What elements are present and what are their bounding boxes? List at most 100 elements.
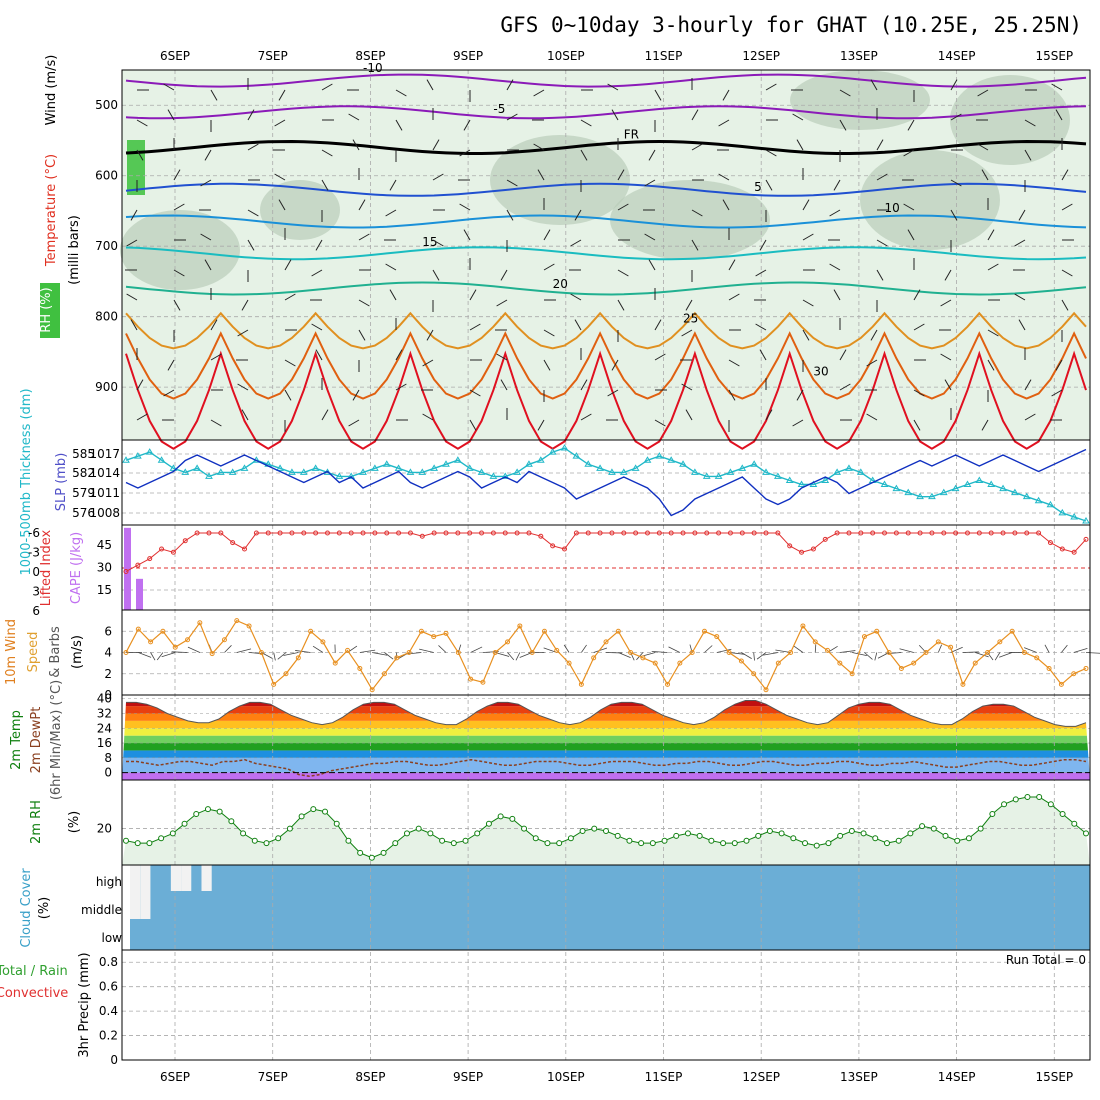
rh-marker (919, 823, 926, 830)
li-marker (870, 530, 876, 536)
wind-barb (459, 149, 471, 157)
day-label-bottom: 14SEP (938, 1070, 976, 1084)
wind-barb (173, 169, 181, 181)
rh-blob (260, 180, 340, 240)
rh-marker (204, 806, 211, 813)
thickness-marker (276, 464, 284, 471)
li-marker (502, 530, 508, 536)
day-label-bottom: 9SEP (453, 1070, 483, 1084)
li-marker (230, 540, 236, 546)
li-marker (633, 530, 639, 536)
panel-ylabel: (milli bars) (67, 215, 82, 285)
wind-barb (321, 179, 329, 191)
wind-barb (274, 173, 286, 181)
thickness-marker (797, 480, 806, 488)
wind-barb (352, 139, 360, 151)
wind-barb (618, 652, 631, 659)
thickness-marker (181, 468, 190, 475)
rh-marker (708, 837, 715, 844)
rh-marker (790, 835, 797, 842)
wind-barb (537, 169, 545, 181)
wind-barb (284, 259, 292, 271)
wind-barb (987, 359, 995, 371)
thickness-marker (205, 472, 213, 479)
wind-barb (156, 652, 164, 661)
wind-marker (1034, 655, 1040, 661)
wind-barb (543, 329, 555, 337)
thickness-marker (371, 464, 379, 471)
rh-marker (462, 837, 469, 844)
cloud-high-bar (181, 865, 192, 891)
isotherm-label: 30 (813, 364, 828, 378)
panel-ylabel: SLP (mb) (54, 453, 69, 512)
thickness-marker (122, 456, 130, 463)
rh-marker (333, 820, 340, 827)
wind-barb (580, 119, 592, 127)
wind-barb (200, 233, 212, 241)
wind-marker (775, 660, 781, 666)
wind-barb (962, 651, 979, 653)
wind-barb (126, 239, 138, 247)
day-label-top: 12SEP (742, 49, 780, 63)
li-marker (692, 530, 698, 536)
wind-marker (1009, 628, 1015, 634)
panel-ylabel: Lifted Index (39, 529, 54, 606)
wind-barb (685, 409, 693, 421)
wind-marker (529, 650, 535, 655)
wind-barb (385, 263, 397, 271)
cloud-tick: middle (81, 903, 122, 917)
wind-barb (136, 413, 148, 421)
wind-barb (352, 389, 360, 401)
wind-marker (234, 618, 240, 624)
wind-marker (455, 650, 461, 655)
wind-barb (432, 239, 444, 247)
wind-barb (507, 652, 515, 661)
li-marker (348, 530, 354, 536)
li-marker (277, 530, 283, 536)
wind-barb (607, 83, 619, 91)
day-label-top: 6SEP (160, 49, 190, 63)
wind-barb (543, 263, 555, 271)
cloud-tick: low (102, 931, 123, 945)
rh-blob (610, 180, 770, 260)
wind-marker (677, 660, 683, 666)
wind-marker (394, 655, 400, 661)
li-marker (147, 556, 153, 562)
panel-ylabel: Speed (26, 632, 41, 673)
wind-barb (395, 89, 407, 97)
wind-barb (348, 419, 360, 427)
wind-barb (977, 143, 989, 151)
rh-marker (509, 815, 516, 822)
wind-marker (566, 660, 572, 666)
wind-barb (792, 419, 804, 427)
wind-barb (1055, 109, 1063, 121)
cloud-mid-bar (140, 891, 151, 919)
wind-barb (563, 644, 570, 653)
cape-tick: 15 (97, 583, 112, 597)
panel-frames (121, 69, 1091, 1061)
wind-barb (167, 109, 175, 121)
thickness-marker (536, 456, 545, 463)
wind-barb (210, 419, 222, 427)
isotherm-line (125, 331, 1087, 400)
panel-ylabel: (%) (37, 897, 52, 920)
thickness-marker (477, 468, 486, 475)
panel-ylabel: 2m Temp (9, 710, 24, 770)
wind-barb (1061, 269, 1073, 277)
thickness-marker (999, 484, 1007, 492)
wind-barb (321, 149, 333, 157)
thickness-marker (773, 472, 782, 479)
precip-tick: 0.6 (99, 980, 118, 994)
wind-barb (753, 652, 755, 661)
wind-barb (759, 349, 767, 361)
wind-marker (517, 623, 523, 629)
panel-ylabel: 3hr Precip (mm) (77, 952, 92, 1057)
wind-barb (617, 203, 629, 211)
thickness-marker (738, 464, 747, 471)
wind-barb (506, 113, 518, 121)
thickness-marker (193, 464, 201, 471)
li-marker (810, 546, 816, 552)
li-marker (964, 530, 970, 536)
wind-barb (913, 289, 921, 301)
li-marker (490, 530, 496, 536)
